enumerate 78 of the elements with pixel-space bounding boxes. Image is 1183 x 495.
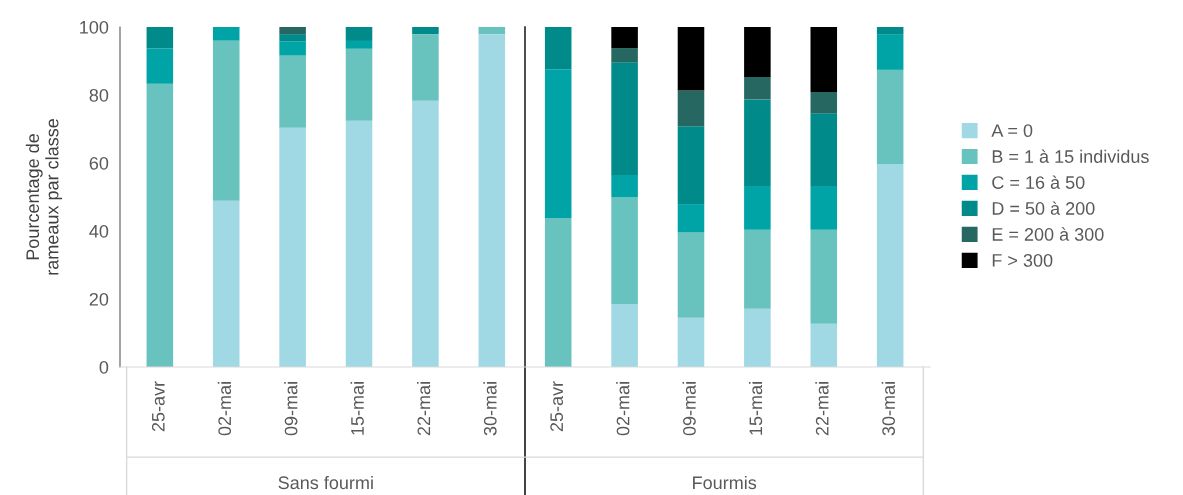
bar xyxy=(146,83,174,367)
x-tick-label: 15-mai xyxy=(350,382,364,435)
bar xyxy=(345,40,373,49)
x-tick-label: 30-mai xyxy=(483,382,497,436)
bar xyxy=(744,229,771,309)
bar xyxy=(544,69,572,219)
bar xyxy=(544,27,572,70)
bar xyxy=(677,204,705,233)
text: Fourmis xyxy=(693,475,757,490)
bar xyxy=(212,200,240,367)
bar xyxy=(810,229,838,324)
bar xyxy=(677,232,705,318)
bar xyxy=(345,120,373,367)
bar xyxy=(677,27,705,91)
bar xyxy=(810,186,838,230)
bar xyxy=(279,34,306,42)
x-tick-label: 22-mai xyxy=(815,382,829,436)
y-tick-label: 20 xyxy=(89,292,109,306)
legend-label: C = 16 à 50 xyxy=(992,175,1085,189)
bar xyxy=(611,304,638,367)
bar xyxy=(345,27,373,41)
bar xyxy=(412,100,439,367)
bar xyxy=(876,69,904,165)
bar xyxy=(279,27,306,35)
bar xyxy=(876,27,904,35)
bar xyxy=(810,323,838,367)
bar xyxy=(146,27,174,49)
bar xyxy=(146,48,174,84)
bar xyxy=(744,27,771,77)
bar xyxy=(876,34,904,70)
y-tick-label: 80 xyxy=(89,88,109,102)
bar xyxy=(744,76,771,100)
y-tick-label: 0 xyxy=(99,360,109,374)
bar xyxy=(744,308,771,367)
bar xyxy=(876,164,904,367)
x-tick-label: 25-avr xyxy=(151,381,165,432)
bar xyxy=(744,99,771,187)
legend-label: D = 50 à 200 xyxy=(992,201,1095,215)
bar xyxy=(677,126,705,205)
y-tick-label: 100 xyxy=(80,20,109,34)
text: Sans fourmi xyxy=(278,475,373,490)
x-tick-label: 09-mai xyxy=(284,382,298,436)
x-tick-label: 30-mai xyxy=(881,382,896,436)
bar xyxy=(611,62,638,175)
bar xyxy=(478,34,506,367)
bar xyxy=(412,27,439,35)
bar xyxy=(810,91,838,114)
bar xyxy=(212,40,240,201)
bar xyxy=(345,48,373,121)
bar xyxy=(677,90,705,127)
x-tick-label: 02-mai xyxy=(616,382,630,436)
bar xyxy=(279,127,306,367)
bar xyxy=(279,41,306,56)
bar xyxy=(412,34,439,101)
y-tick-label: 60 xyxy=(89,156,109,170)
bar xyxy=(611,27,638,49)
legend-label: A = 0 xyxy=(991,124,1033,138)
x-tick-label: 02-mai xyxy=(217,382,232,436)
y-axis-title: Pourcentage de rameaux par classe xyxy=(25,119,63,275)
bar xyxy=(744,186,771,230)
bar xyxy=(544,218,572,367)
bar xyxy=(810,27,838,92)
bar xyxy=(810,113,838,187)
bar xyxy=(478,27,506,35)
legend-label: E = 200 à 300 xyxy=(992,227,1104,241)
bar xyxy=(611,48,638,63)
bar xyxy=(611,197,638,305)
bar xyxy=(212,27,240,41)
bar xyxy=(677,317,705,367)
bar xyxy=(279,55,306,128)
x-tick-label: 09-mai xyxy=(682,382,696,436)
x-tick-label: 25-avr xyxy=(550,381,564,432)
legend-label: B = 1 à 15 individus xyxy=(992,149,1149,163)
x-tick-label: 15-mai xyxy=(748,382,763,435)
bar xyxy=(611,174,638,197)
legend-label: F > 300 xyxy=(992,254,1053,267)
x-tick-label: 22-mai xyxy=(416,382,431,436)
y-tick-label: 40 xyxy=(89,224,109,238)
